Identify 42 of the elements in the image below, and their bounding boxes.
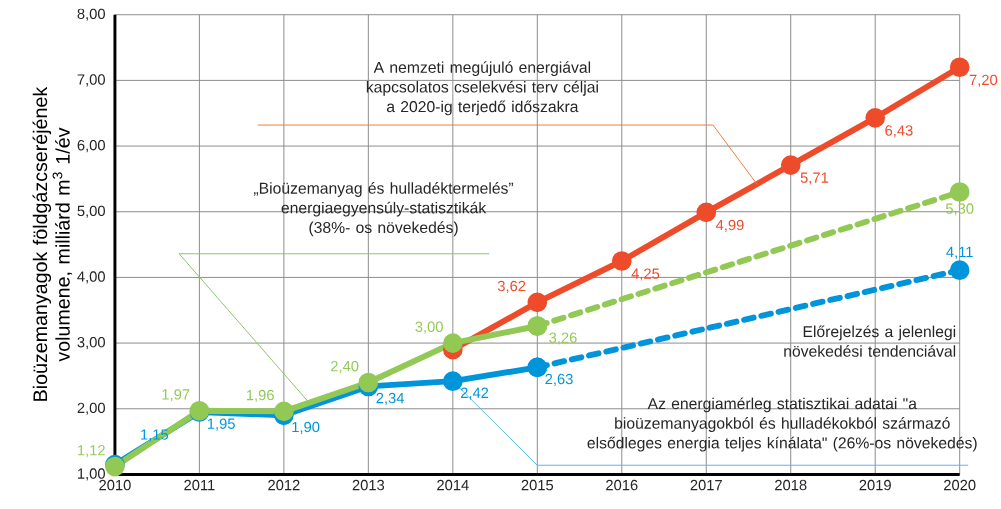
data-label: 3,26 (549, 332, 577, 345)
x-tick-label: 2012 (268, 479, 300, 491)
data-label: 1,12 (78, 445, 105, 458)
y-tick-label: 3,00 (77, 337, 105, 350)
x-tick-label: 2020 (944, 479, 976, 491)
data-label: 5,30 (945, 203, 974, 216)
data-label: 4,25 (631, 268, 660, 281)
data-label: 1,97 (162, 389, 190, 402)
data-label: 2,63 (545, 373, 573, 387)
x-tick-label: 2013 (352, 479, 385, 491)
y-tick-label: 8,00 (77, 8, 105, 21)
annotation: „Bioüzemanyag és hulladéktermelés” energiaegyensúly-statisztikák (38%- os növekedés) (253, 182, 514, 237)
y-tick-label: 7,00 (77, 74, 105, 87)
x-tick-label: 2017 (690, 479, 722, 491)
annotation: Előrejelzés a jelenlegi növekedési tendenciával (784, 325, 956, 357)
x-tick-label: 2014 (437, 479, 469, 491)
data-label: 1,95 (207, 418, 235, 431)
x-tick-label: 2019 (859, 479, 891, 491)
annotation: Az energiamérleg statisztikai adatai "a bioüzemanyagokból és hulladékokból származó elsődleges energia teljes kínálata" (26%-os növekedés) (587, 397, 977, 452)
data-label: 2,42 (460, 387, 489, 400)
x-tick-label: 2018 (775, 479, 807, 491)
data-label: 4,99 (715, 219, 744, 233)
data-label: 5,71 (800, 172, 829, 185)
data-label: 1,90 (292, 421, 320, 435)
y-tick-label: 5,00 (77, 205, 105, 218)
y-tick-label: 4,00 (77, 271, 105, 284)
data-label: 2,40 (331, 361, 359, 374)
x-tick-label: 2015 (521, 479, 554, 491)
data-label: 2,34 (376, 392, 404, 406)
data-label: 1,96 (246, 389, 274, 403)
data-label: 3,00 (415, 321, 443, 334)
y-tick-label: 2,00 (77, 402, 105, 415)
x-tick-label: 2016 (606, 479, 638, 491)
data-label: 3,62 (497, 280, 526, 294)
y-tick-label: 1,00 (78, 468, 105, 481)
data-label: 4,11 (946, 246, 973, 259)
x-tick-label: 2011 (184, 479, 215, 491)
y-tick-label: 6,00 (77, 140, 105, 153)
x-tick-label: 2010 (99, 479, 131, 491)
annotation: A nemzeti megújuló energiával kapcsolatos cselekvési terv céljai a 2020-ig terjedő időszakra (366, 61, 598, 116)
data-label: 7,20 (969, 74, 998, 87)
data-label: 6,43 (885, 125, 913, 138)
